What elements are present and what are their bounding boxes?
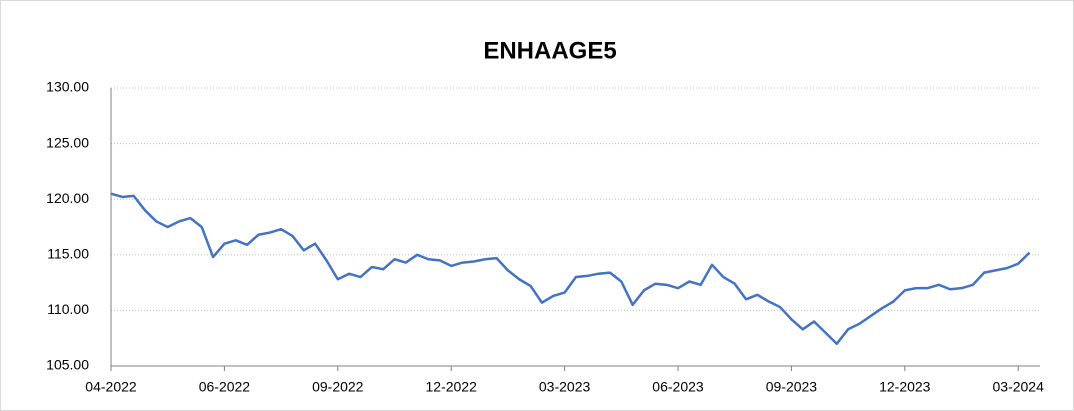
y-tick-label: 115.00 [47,246,89,262]
x-tick-label: 09-2023 [766,379,818,395]
x-tick-label: 03-2023 [539,379,591,395]
chart-title: ENHAAGE5 [483,37,616,64]
x-tick-label: 03-2024 [993,379,1045,395]
y-tick-label: 125.00 [46,134,89,150]
x-tick-label: 06-2023 [652,379,704,395]
series-line [110,192,1031,346]
y-tick-label: 120.00 [46,190,89,206]
x-tick-label: 06-2022 [199,379,251,395]
x-tick-label: 04-2022 [85,379,137,395]
y-tick-label: 105.00 [46,357,89,373]
x-tick-label: 12-2023 [879,379,931,395]
x-tick-label: 09-2022 [312,379,364,395]
y-tick-label: 130.00 [46,79,89,95]
x-tick-label: 12-2022 [426,379,478,395]
y-tick-label: 110.00 [47,301,89,317]
